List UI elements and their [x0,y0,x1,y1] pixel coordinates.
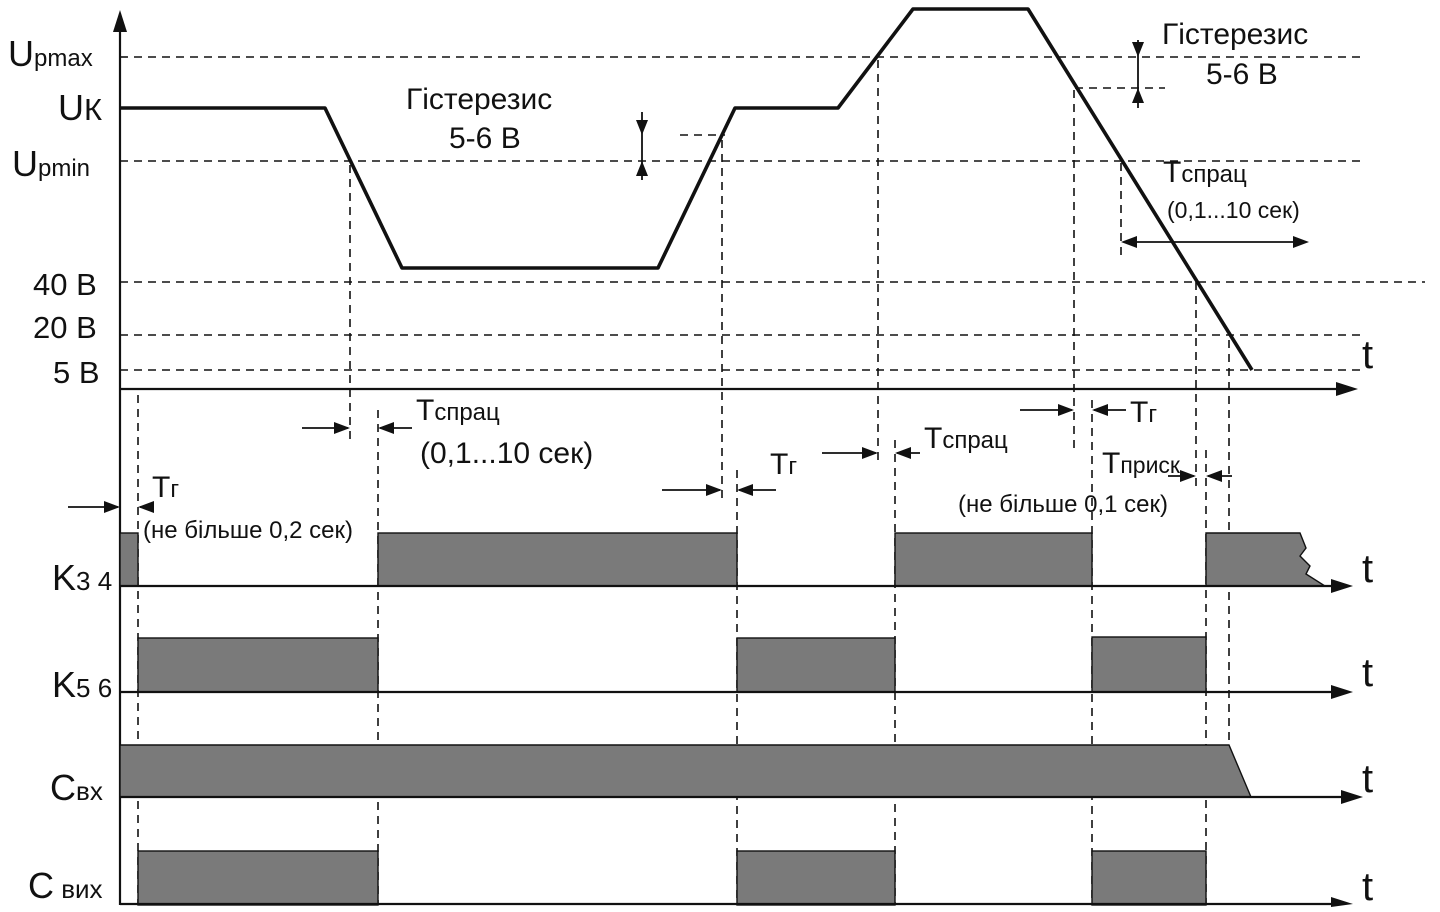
t-g-2-label: Tг [770,448,797,481]
arrow-left-icon [1206,470,1222,482]
t-g-3: Tг [1020,396,1157,429]
arrow-right-icon [104,501,120,513]
channel-c-out: C вих t [28,850,1373,909]
arrow-right-icon [862,447,878,459]
channel-c-in-label: Cвх [50,767,103,808]
voltage-labels: Upmax UК Upmin 40 В 20 В 5 В t [8,33,1373,390]
arrow-right-icon [1180,470,1196,482]
upmax-label: Upmax [8,33,93,74]
arrow-right-icon [334,422,350,434]
hysteresis-right-title: Гістерезис [1162,18,1308,51]
arrow-left-icon [737,484,753,496]
voltage-waveform [120,7,1254,371]
arrow-right-icon [1058,404,1074,416]
arrow-up-icon [1132,88,1144,103]
uk-label: UК [58,87,102,128]
arrow-left-icon [138,501,154,513]
arrow-down-icon [636,120,648,135]
k56-time-label: t [1362,651,1373,695]
t-sprac-2: Tспрац [822,422,1008,459]
reference-lines [120,56,1425,371]
channel-k56-label: K5 6 [52,664,112,705]
hysteresis-right-value: 5-6 В [1206,58,1278,91]
t-sprac-1-label: Tспрац [416,394,500,427]
c-out-time-label: t [1362,865,1373,907]
t-prysk-note: (не більше 0,1 сек) [958,491,1168,518]
t-prysk-label: Tприск [1102,447,1181,480]
v20-label: 20 В [33,310,97,345]
arrow-right-icon [706,484,722,496]
v5-label: 5 В [53,355,100,390]
t-g-1-note: (не більше 0,2 сек) [143,517,353,544]
t-g-1: Tг (не більше 0,2 сек) [68,471,353,544]
arrow-left-icon [895,447,911,459]
arrow-up-icon [636,161,648,176]
hysteresis-left-title: Гістерезис [406,83,552,116]
c-in-time-label: t [1362,757,1373,801]
t-sprac-2-label: Tспрац [924,422,1008,455]
hysteresis-left-value: 5-6 В [449,122,521,155]
t-sprac-3: Tспрац (0,1...10 сек) [1121,156,1309,248]
t-sprac-1-range: (0,1...10 сек) [420,437,593,470]
upmin-label: Upmin [12,143,90,184]
channel-c-in: Cвх t [50,744,1373,808]
hysteresis-right: Гістерезис 5-6 В [1132,18,1308,108]
t-sprac-3-label: Tспрац [1163,156,1247,189]
arrow-down-icon [1132,42,1144,57]
t-prysk: Tприск (не більше 0,1 сек) [958,447,1232,518]
t-g-2: Tг [662,448,797,496]
t-sprac-1: Tспрац (0,1...10 сек) [302,394,593,470]
t-g-1-label: Tг [152,471,179,504]
v40-label: 40 В [33,267,97,302]
t-g-3-label: Tг [1130,396,1157,429]
hysteresis-left: Гістерезис 5-6 В [406,83,648,180]
arrow-left-icon [378,422,394,434]
arrow-right-icon [1293,236,1309,248]
k34-time-label: t [1362,547,1373,591]
channel-c-out-label: C вих [28,865,103,906]
t-sprac-3-range: (0,1...10 сек) [1167,197,1300,223]
arrow-left-icon [1092,404,1108,416]
channel-k34-label: K3 4 [52,557,112,598]
channel-k34: K3 4 t [52,532,1373,598]
arrow-left-icon [1121,236,1137,248]
channel-k56: K5 6 t [52,636,1373,705]
voltage-time-label: t [1362,333,1373,377]
